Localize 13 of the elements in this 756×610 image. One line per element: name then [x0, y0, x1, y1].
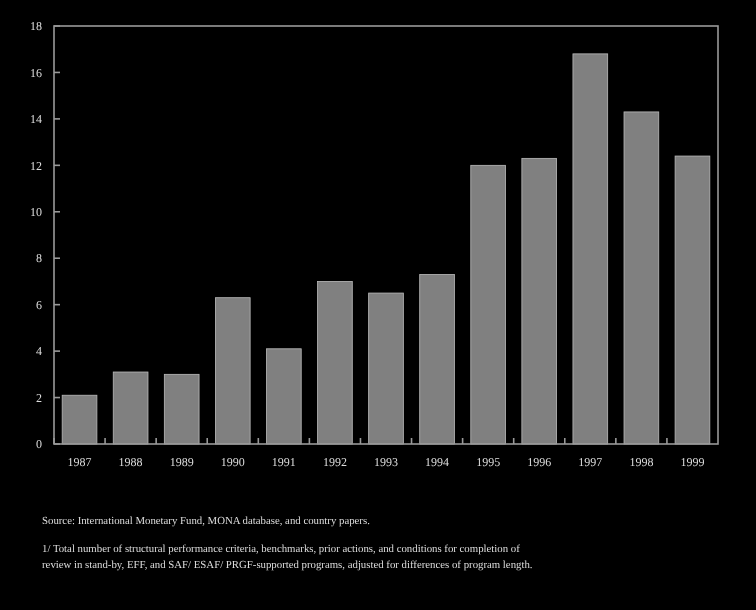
bar [470, 164, 506, 445]
bar [674, 155, 711, 445]
bar [266, 348, 302, 445]
bar [521, 157, 557, 445]
bar [623, 111, 660, 445]
bar [317, 281, 353, 445]
bar [163, 373, 200, 445]
bar [368, 292, 404, 445]
bar [61, 394, 98, 445]
bar [572, 53, 609, 445]
bar [112, 371, 149, 445]
bar [215, 297, 251, 445]
bar [419, 274, 455, 445]
